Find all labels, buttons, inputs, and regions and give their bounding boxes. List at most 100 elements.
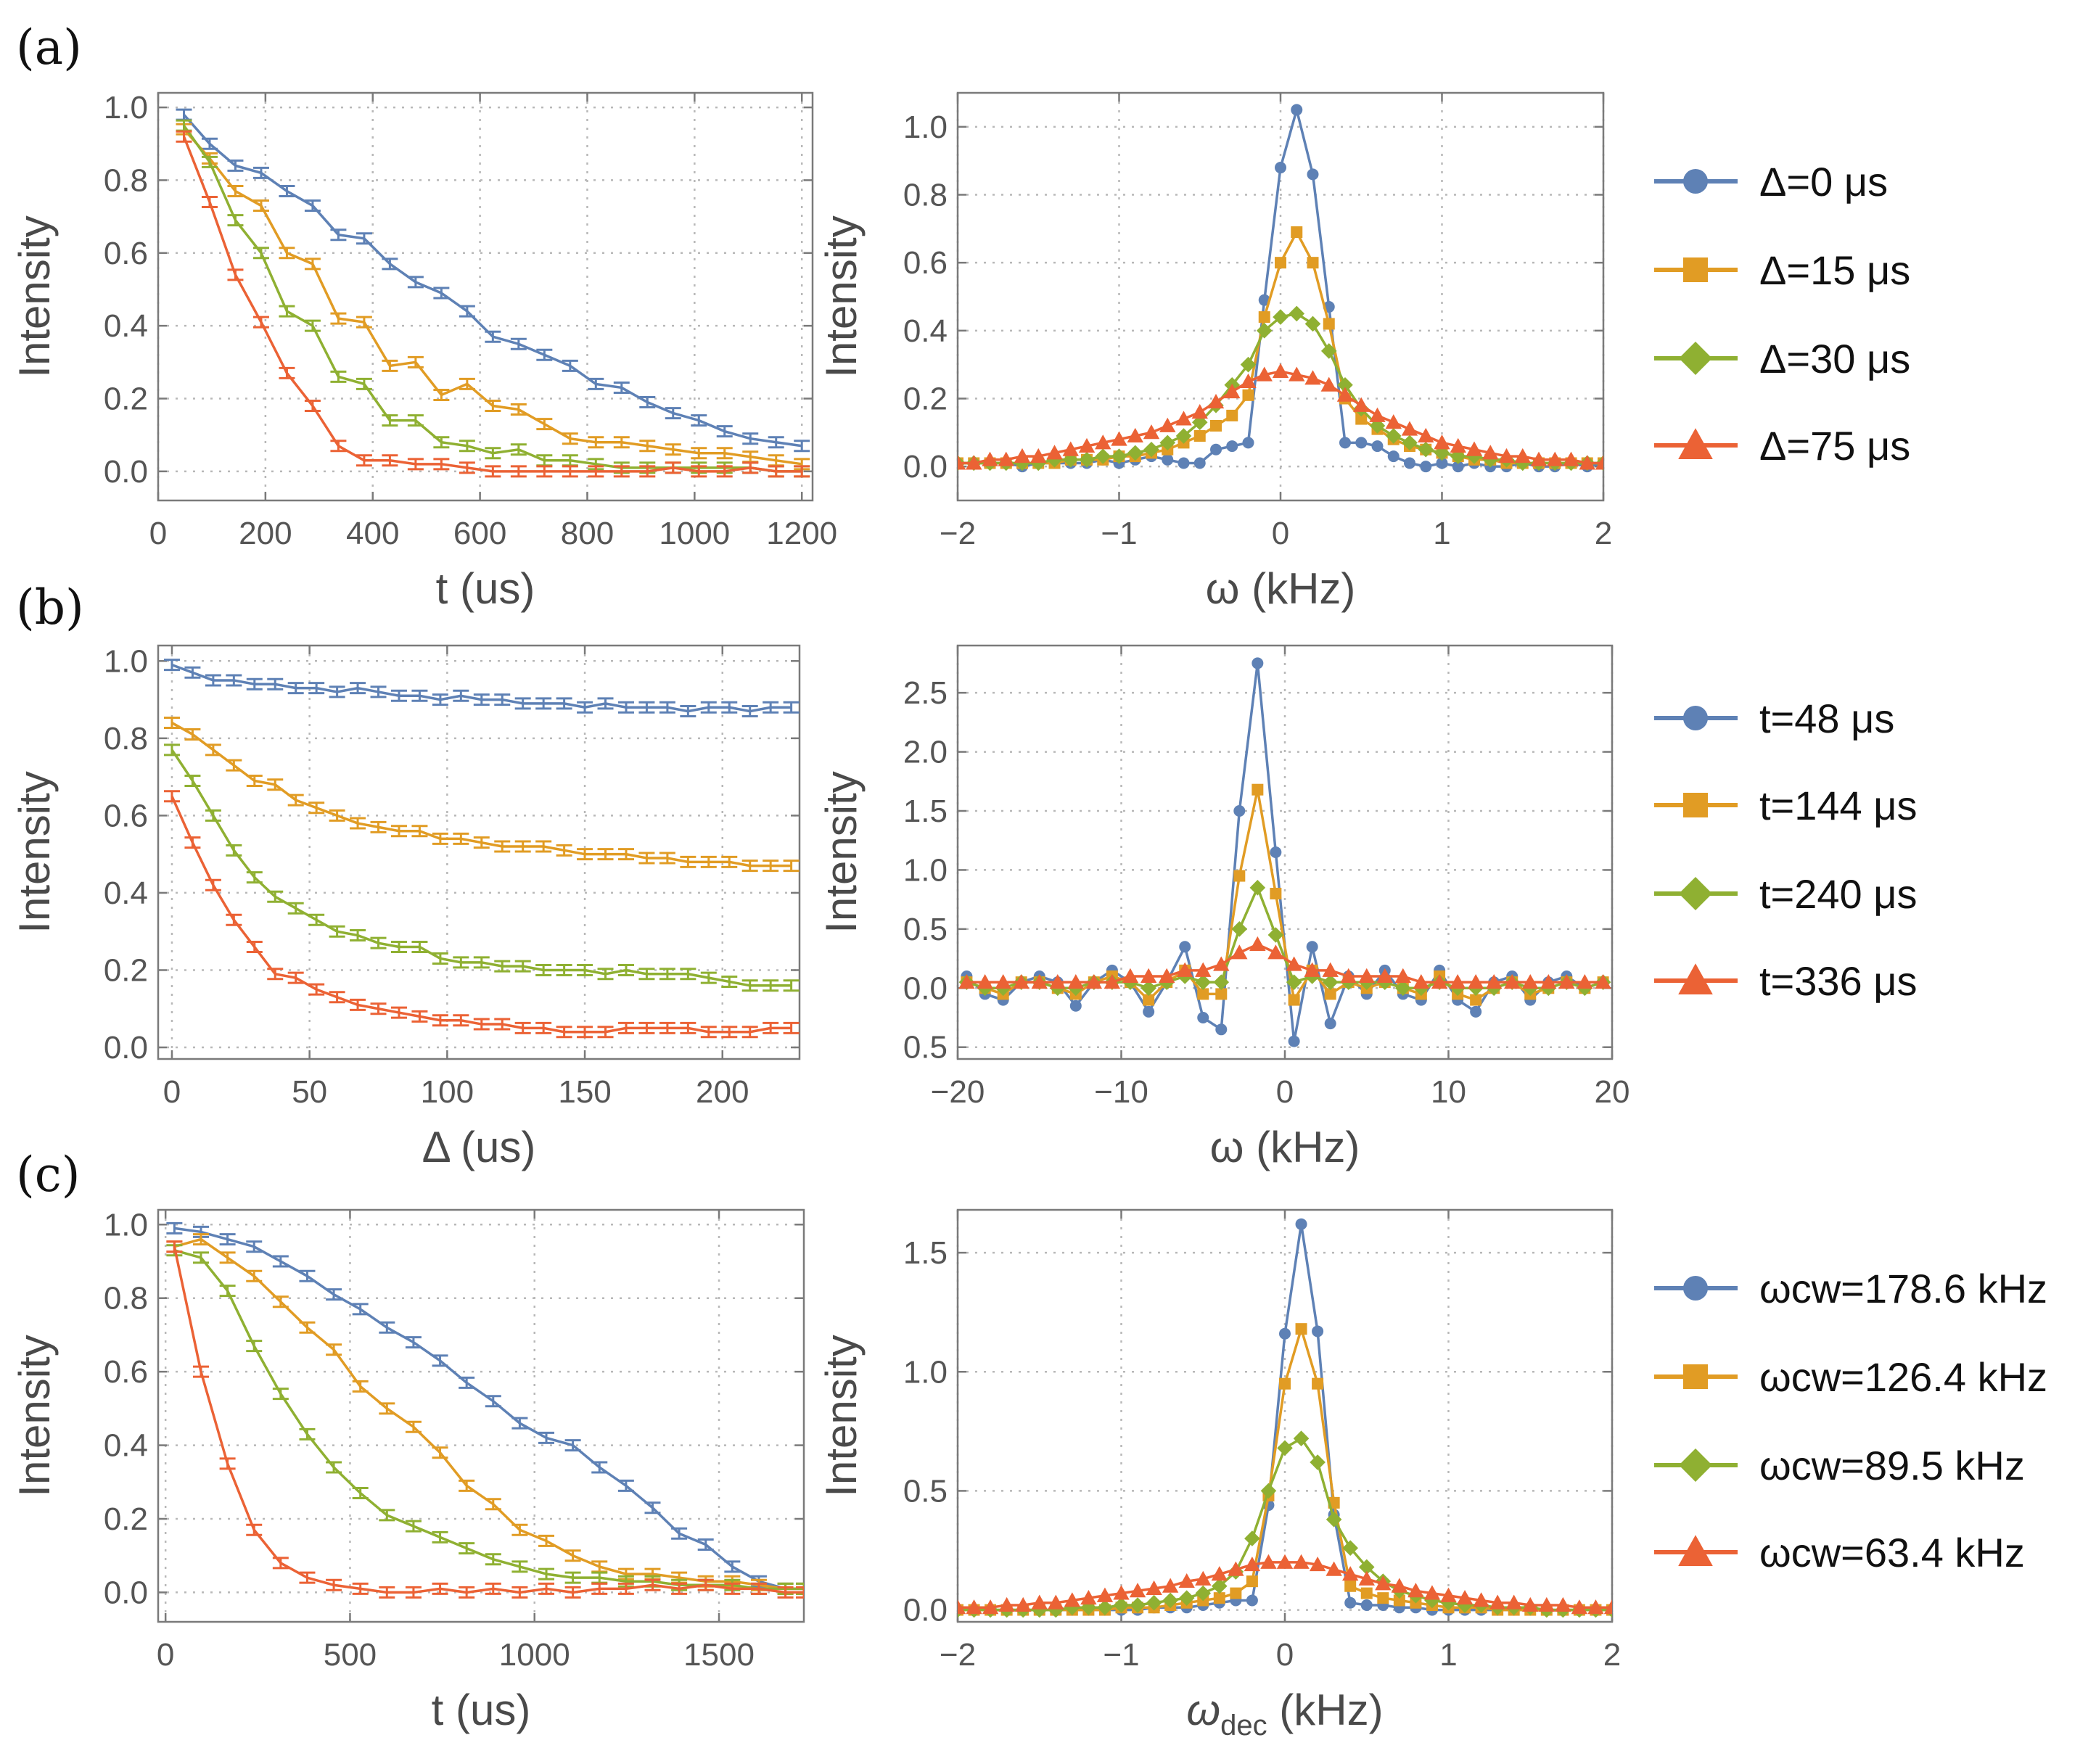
data-point (1270, 846, 1282, 858)
data-point (1293, 1554, 1310, 1569)
data-point (1080, 1599, 1097, 1616)
legend-b: t=48 μs t=144 μs t=240 μs t=336 μs (1654, 696, 1918, 1004)
data-point (1141, 980, 1156, 997)
data-point (1393, 1594, 1405, 1607)
x-tick-label: 1000 (499, 1637, 570, 1673)
data-point (1358, 1570, 1375, 1586)
data-point (1467, 973, 1484, 989)
y-tick-label: 0.8 (104, 721, 148, 757)
series-line (958, 1224, 1612, 1612)
legend-label: t=336 μs (1759, 958, 1918, 1004)
data-point (1385, 428, 1402, 444)
y-tick-label: 0.0 (104, 454, 148, 490)
data-point (1353, 397, 1370, 412)
y-tick-label: 0.8 (104, 1281, 148, 1316)
plot-a-left: 0 200 400 600 800 1000 1200 0.0 0.2 0.4 0.6 0.8 1.0 t… (10, 90, 837, 613)
x-tick-label: 400 (346, 516, 399, 551)
data-point (1252, 783, 1264, 796)
y-tick-label: 0.0 (104, 1575, 148, 1610)
y-tick-label: 0.0 (903, 970, 948, 1006)
y-tick-label: 0.8 (903, 178, 948, 213)
data-point (1140, 968, 1157, 983)
data-point (1404, 457, 1415, 469)
data-point (958, 973, 975, 989)
data-point (1062, 441, 1079, 456)
data-point (1470, 994, 1482, 1006)
data-point (1146, 1580, 1162, 1595)
data-point (1267, 927, 1284, 943)
y-tick-label: 0.4 (104, 875, 148, 911)
x-axis-title: Δ (us) (422, 1123, 536, 1171)
data-point (1401, 421, 1418, 436)
legend-item: ωcw=63.4 kHz (1654, 1530, 2025, 1575)
data-point (1312, 1325, 1324, 1338)
data-point (1418, 441, 1434, 458)
y-axis-title: Intensity (10, 215, 59, 377)
y-tick-label: 1.0 (104, 90, 148, 125)
plot-b-right: −20 −10 0 10 20 0.5 0.0 0.5 1.0 1.5 2.0 2.5 ω (kHz) I… (817, 644, 1629, 1171)
data-point (1213, 1592, 1225, 1604)
series-3 (163, 743, 800, 992)
data-point (1195, 1585, 1212, 1602)
data-point (995, 973, 1011, 989)
y-tick-label: 1.0 (903, 1354, 948, 1390)
data-point (1375, 1575, 1392, 1591)
x-tick-label: −20 (931, 1074, 985, 1110)
legend-label: Δ=30 μs (1759, 336, 1910, 382)
data-point (1387, 450, 1400, 463)
data-point (1095, 434, 1111, 450)
x-axis-title: ω (kHz) (1206, 564, 1356, 613)
data-point (1360, 1599, 1373, 1612)
data-point (1143, 441, 1159, 458)
data-point (1376, 968, 1393, 983)
data-point (1270, 888, 1282, 899)
series-1 (176, 108, 810, 453)
data-point (1309, 1557, 1326, 1572)
x-tick-label: 1 (1439, 1637, 1457, 1673)
legend-marker (1683, 706, 1708, 730)
data-point (1482, 445, 1499, 460)
legend-label: Δ=0 μs (1759, 159, 1888, 205)
data-point (1275, 162, 1286, 174)
data-point (1371, 440, 1384, 453)
data-point (1162, 1592, 1178, 1609)
legend-label: ωcw=126.4 kHz (1759, 1354, 2047, 1400)
data-point (1304, 962, 1320, 977)
legend-marker (1678, 428, 1713, 460)
data-point (1249, 936, 1266, 951)
data-point (1358, 1559, 1375, 1575)
data-point (1210, 419, 1222, 432)
data-point (1130, 1597, 1146, 1613)
panel-label-a: (a) (16, 20, 82, 75)
panel-label-c: (c) (16, 1147, 80, 1203)
data-point (1104, 973, 1121, 989)
data-point (1369, 418, 1386, 434)
legend-label: t=144 μs (1759, 783, 1918, 828)
data-point (1258, 311, 1270, 323)
data-point (1402, 434, 1418, 451)
data-point (1547, 451, 1563, 466)
data-point (1595, 455, 1603, 470)
data-point (1191, 404, 1208, 419)
data-point (1233, 805, 1246, 817)
legend-item: t=48 μs (1654, 696, 1894, 741)
data-point (1249, 880, 1266, 896)
data-point (1423, 1585, 1441, 1600)
data-point (1191, 414, 1208, 431)
legend-item: Δ=0 μs (1654, 159, 1888, 205)
x-tick-label: 200 (239, 516, 292, 551)
data-point (1224, 383, 1241, 399)
data-point (1326, 1561, 1342, 1576)
y-tick-label: 0.6 (104, 236, 148, 271)
series-line (174, 1227, 804, 1591)
data-point (1244, 1530, 1260, 1546)
legend-marker (1678, 963, 1713, 995)
data-point (1498, 448, 1515, 463)
y-tick-label: 0.2 (903, 382, 948, 417)
x-tick-label: −10 (1094, 1074, 1148, 1110)
data-point (1394, 968, 1412, 983)
data-point (1436, 457, 1448, 469)
series-4 (166, 1240, 804, 1599)
data-point (1530, 451, 1548, 466)
x-tick-label: 0 (1276, 1637, 1294, 1673)
